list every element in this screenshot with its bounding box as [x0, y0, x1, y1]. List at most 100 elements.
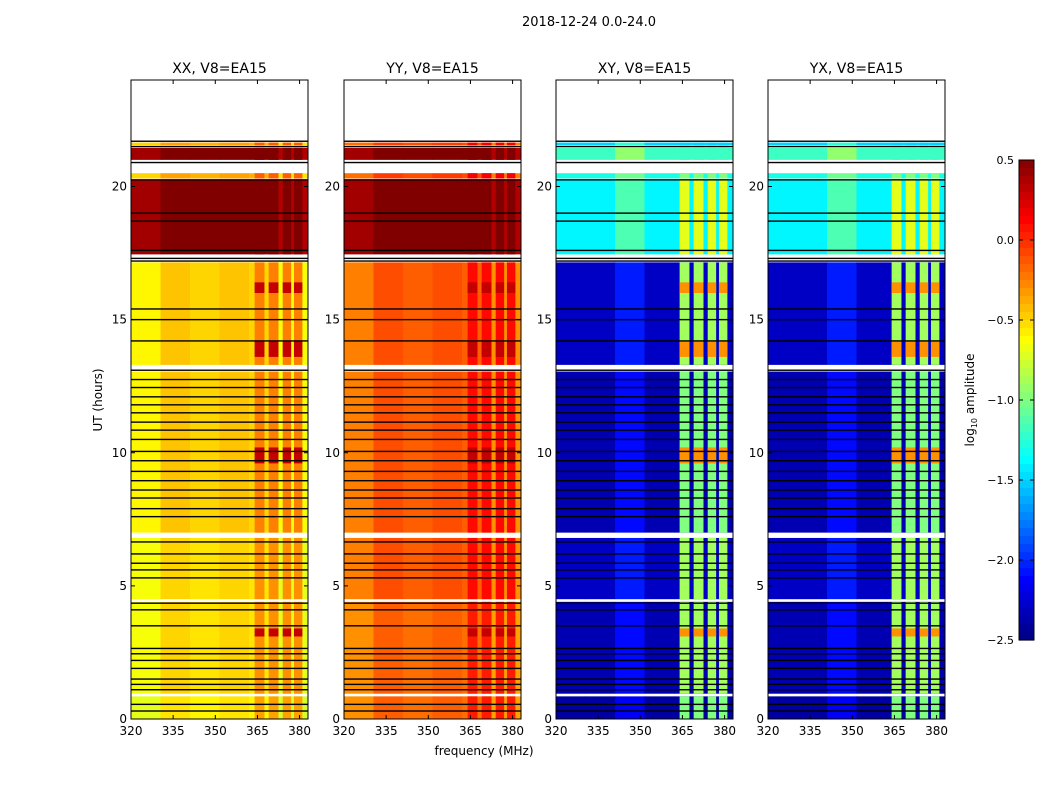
heatmap-cell [644, 696, 675, 719]
colorbar-swatch [1019, 496, 1034, 505]
heatmap-cell-rfi [707, 173, 717, 179]
heatmap-cell [797, 142, 828, 146]
flagged-line [768, 340, 945, 342]
heatmap-cell-rfi [891, 696, 902, 719]
colorbar-label: log10 amplitude [963, 354, 979, 447]
heatmap-hot-spot [495, 340, 505, 357]
heatmap-cell [190, 147, 220, 160]
colorbar-swatch [1019, 376, 1034, 385]
heatmap-cell-rfi [268, 179, 279, 255]
heatmap-cell-rfi [693, 537, 704, 600]
y-tick-label: 15 [537, 313, 552, 327]
panel-title: YX, V8=EA15 [809, 61, 904, 77]
heatmap-cell-rfi [506, 262, 516, 365]
heatmap-cell [219, 262, 250, 365]
flagged-line [344, 602, 521, 604]
heatmap-hot-spot [467, 447, 478, 464]
colorbar-swatch [1019, 472, 1034, 481]
heatmap-cell [556, 262, 586, 365]
heatmap-cell [856, 179, 887, 255]
flagged-line [131, 412, 308, 414]
flagged-line [131, 179, 308, 181]
heatmap-cell-rfi [293, 696, 303, 719]
x-tick-label: 365 [459, 724, 482, 738]
flagged-line [768, 569, 945, 571]
flagged-line [556, 659, 733, 662]
x-tick-label: 335 [162, 724, 185, 738]
heatmap-hot-spot [707, 340, 717, 357]
flagged-line [131, 667, 308, 670]
flagged-line [344, 625, 521, 627]
flagged-line [556, 569, 733, 571]
heatmap-cell-rfi [707, 696, 717, 719]
colorbar: 0.5 0.0 −0.5 −1.0 −1.5 −2.0 −2.5 [987, 154, 1035, 647]
colorbar-swatch [1019, 536, 1034, 545]
flagged-line [344, 489, 521, 491]
flagged-line [344, 396, 521, 398]
colorbar-swatch [1019, 616, 1034, 625]
heatmap-cell [403, 147, 433, 160]
heatmap-cell [344, 142, 374, 146]
flagged-line [768, 609, 945, 611]
heatmap-hot-spot [679, 628, 690, 637]
y-tick-label: 10 [749, 446, 764, 460]
heatmap-hot-spot [268, 282, 279, 293]
heatmap-cell [768, 173, 798, 179]
flagged-line [344, 140, 521, 142]
flagged-line [344, 689, 521, 691]
heatmap-cell [827, 537, 857, 600]
heatmap-cell-rfi [707, 142, 717, 146]
heatmap-cell [615, 147, 645, 160]
flagged-line [344, 179, 521, 181]
flagged-line [556, 710, 733, 712]
heatmap-cell-rfi [293, 179, 303, 255]
flagged-line [556, 602, 733, 604]
heatmap-cell [190, 537, 220, 600]
heatmap-cell [160, 262, 191, 365]
flagged-line [768, 625, 945, 627]
colorbar-swatch [1019, 584, 1034, 593]
heatmap-cell [190, 696, 220, 719]
heatmap-cell-rfi [506, 696, 516, 719]
heatmap-cell [160, 696, 191, 719]
heatmap-cell-rfi [254, 173, 265, 179]
heatmap-cell-rfi [905, 696, 916, 719]
heatmap-cell-rfi [254, 537, 265, 600]
flagged-line [344, 220, 521, 222]
heatmap-cell [615, 179, 645, 255]
heatmap-cell-rfi [905, 537, 916, 600]
heatmap-cell [131, 696, 161, 719]
heatmap-cell [703, 147, 734, 160]
heatmap-cell [797, 537, 828, 600]
heatmap-cell [585, 537, 616, 600]
heatmap-cell [160, 179, 191, 255]
flagged-line [556, 541, 733, 543]
colorbar-swatch [1019, 528, 1034, 537]
heatmap-cell-rfi [718, 537, 728, 600]
colorbar-swatch [1019, 184, 1034, 193]
heatmap-cell-rfi [718, 262, 728, 365]
flagged-line [556, 386, 733, 389]
flagged-line [131, 450, 308, 453]
flagged-line [131, 480, 308, 482]
flagged-line [768, 460, 945, 462]
flagged-line [131, 489, 308, 491]
flagged-line [131, 659, 308, 662]
heatmap-cell [615, 696, 645, 719]
y-tick-label: 10 [112, 446, 127, 460]
heatmap-hot-spot [506, 282, 516, 293]
heatmap-cell-rfi [891, 142, 902, 146]
heatmap-cell [644, 142, 675, 146]
heatmap-hot-spot [293, 628, 303, 637]
heatmap-cell [856, 142, 887, 146]
heatmap-cell [219, 142, 250, 146]
heatmap-cell [160, 147, 191, 160]
flagged-line [344, 569, 521, 571]
heatmap-cell-rfi [707, 262, 717, 365]
heatmap-hot-spot [679, 340, 690, 357]
flagged-line [768, 257, 945, 260]
heatmap-cell [915, 147, 946, 160]
heatmap-cell [797, 696, 828, 719]
heatmap-cell [160, 537, 191, 600]
heatmap-cell [827, 179, 857, 255]
